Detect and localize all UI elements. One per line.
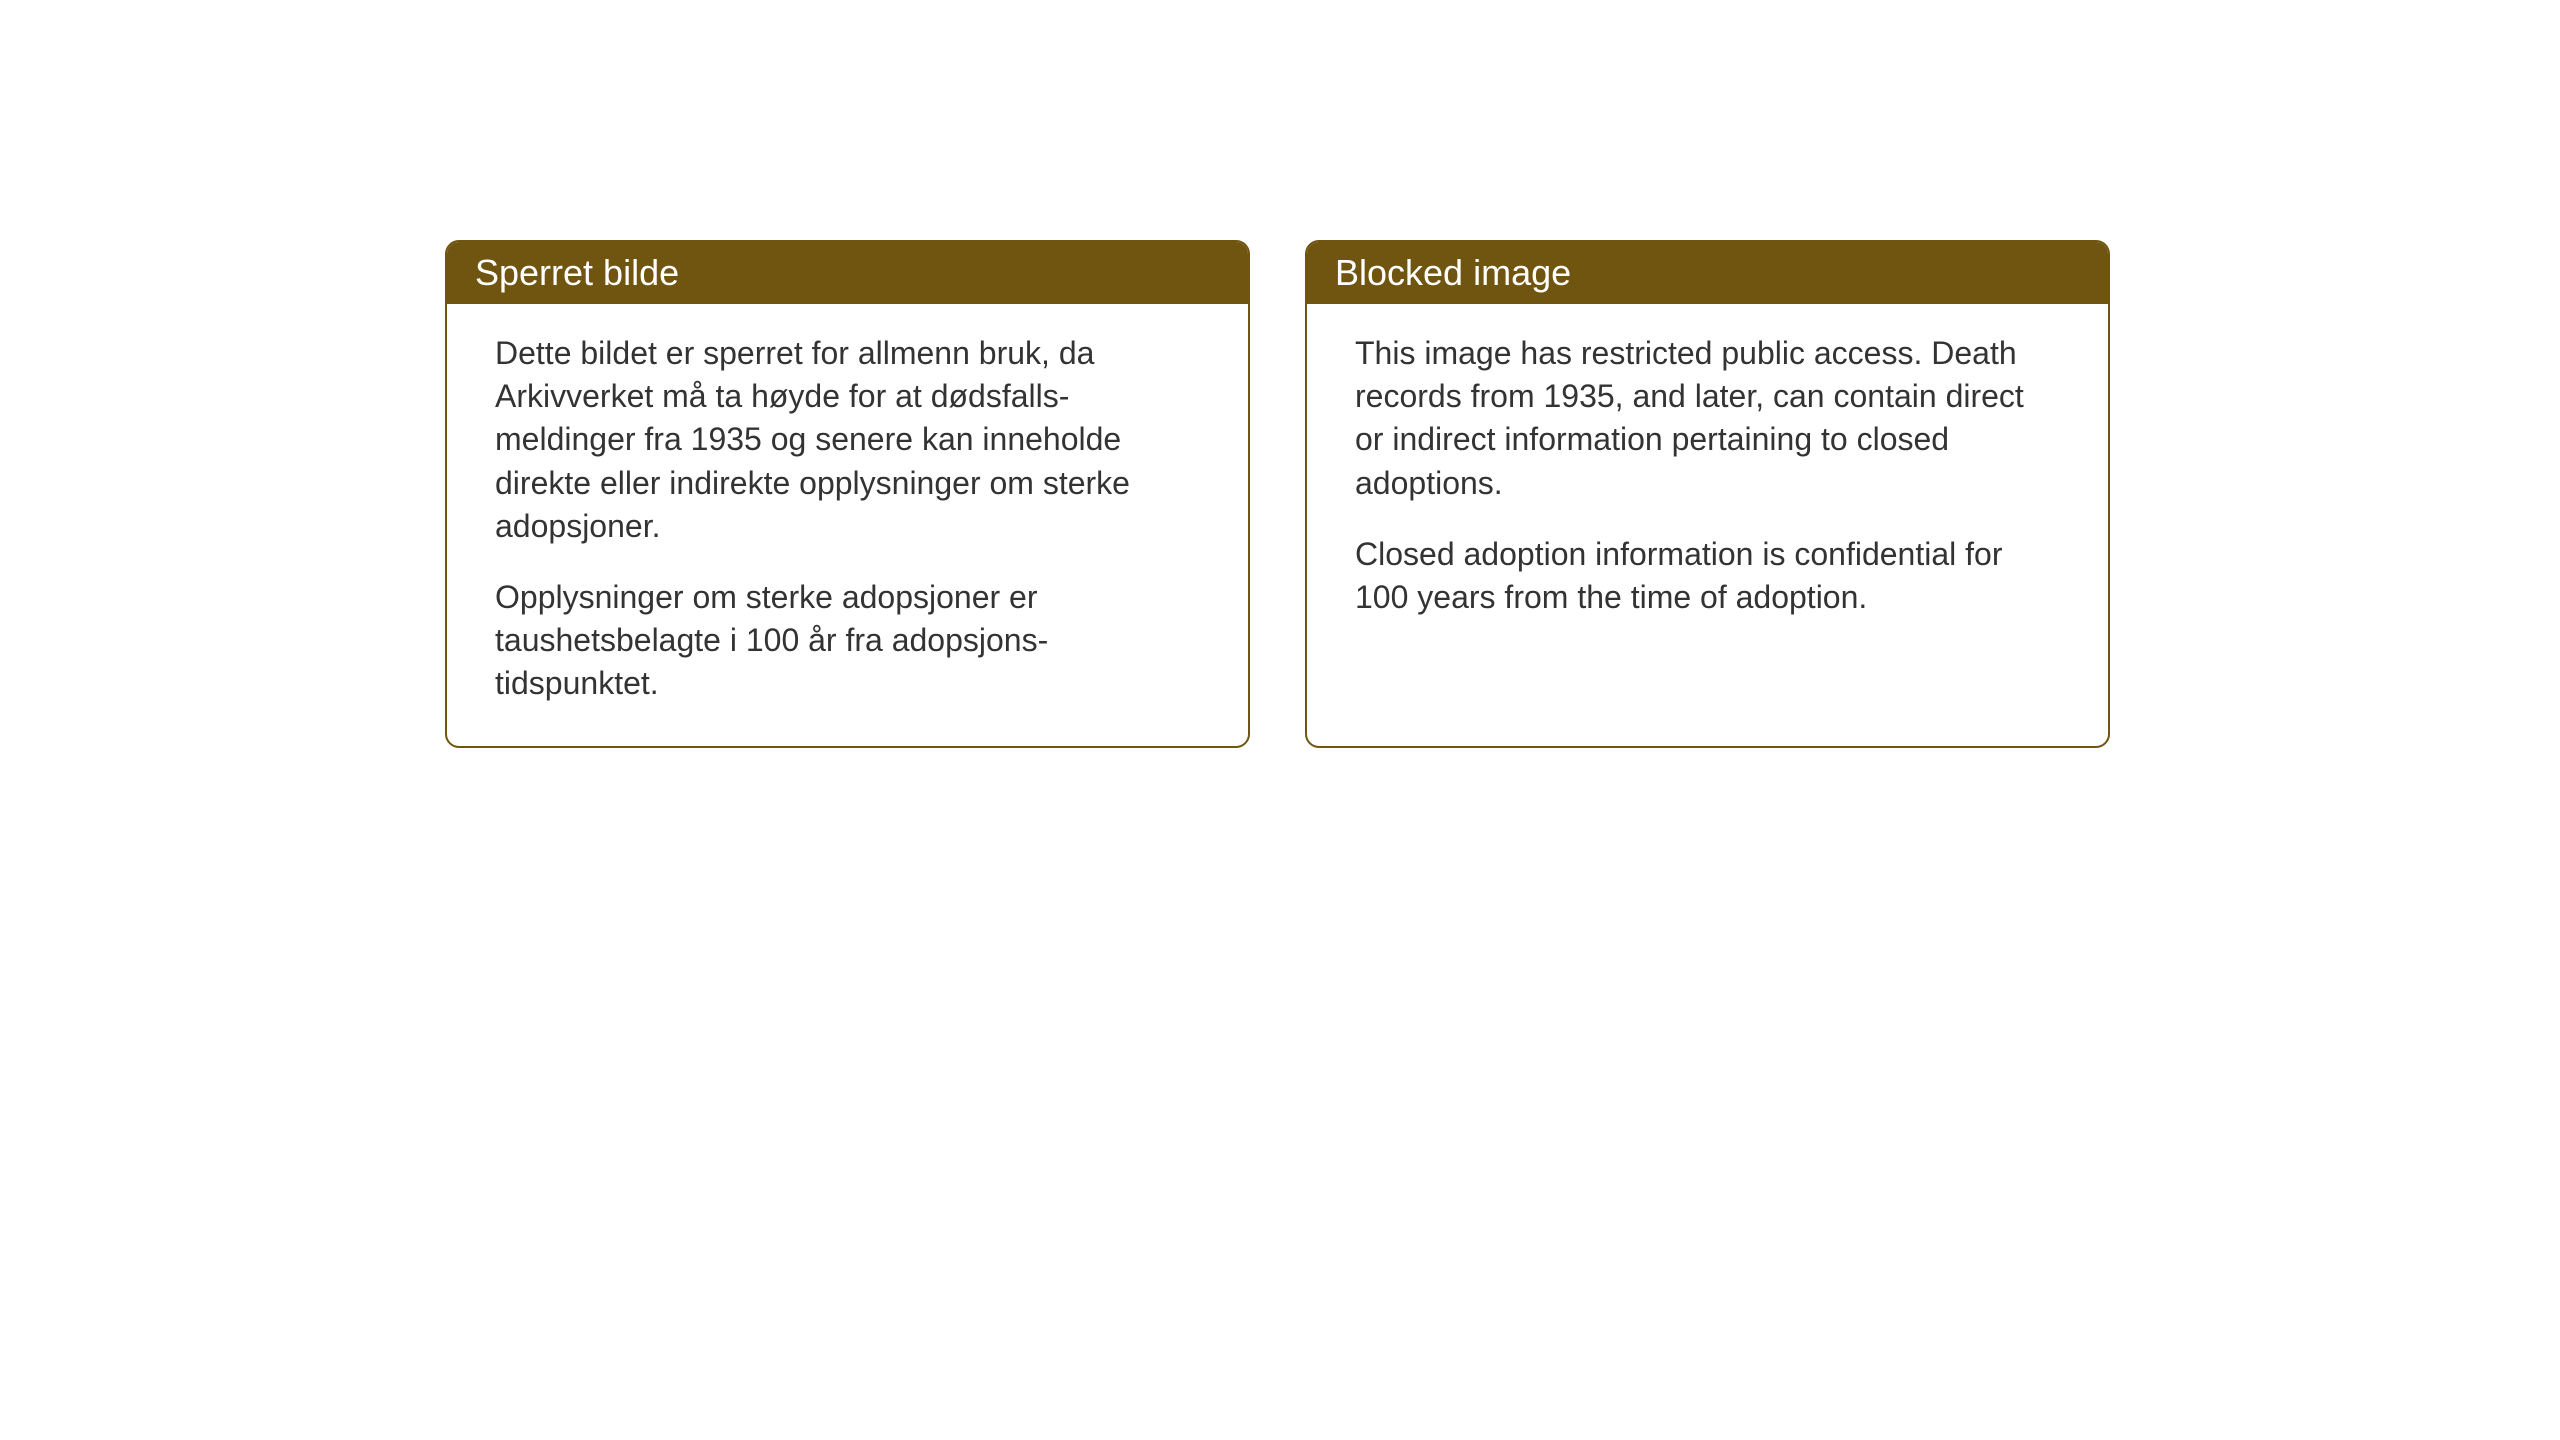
english-notice-card: Blocked image This image has restricted … bbox=[1305, 240, 2110, 748]
norwegian-paragraph-1: Dette bildet er sperret for allmenn bruk… bbox=[495, 332, 1200, 548]
norwegian-notice-card: Sperret bilde Dette bildet er sperret fo… bbox=[445, 240, 1250, 748]
norwegian-paragraph-2: Opplysninger om sterke adopsjoner er tau… bbox=[495, 576, 1200, 706]
english-card-title: Blocked image bbox=[1307, 242, 2108, 304]
norwegian-card-title: Sperret bilde bbox=[447, 242, 1248, 304]
english-card-body: This image has restricted public access.… bbox=[1307, 304, 2108, 659]
english-paragraph-1: This image has restricted public access.… bbox=[1355, 332, 2060, 505]
english-paragraph-2: Closed adoption information is confident… bbox=[1355, 533, 2060, 619]
notice-container: Sperret bilde Dette bildet er sperret fo… bbox=[445, 240, 2110, 748]
norwegian-card-body: Dette bildet er sperret for allmenn bruk… bbox=[447, 304, 1248, 746]
